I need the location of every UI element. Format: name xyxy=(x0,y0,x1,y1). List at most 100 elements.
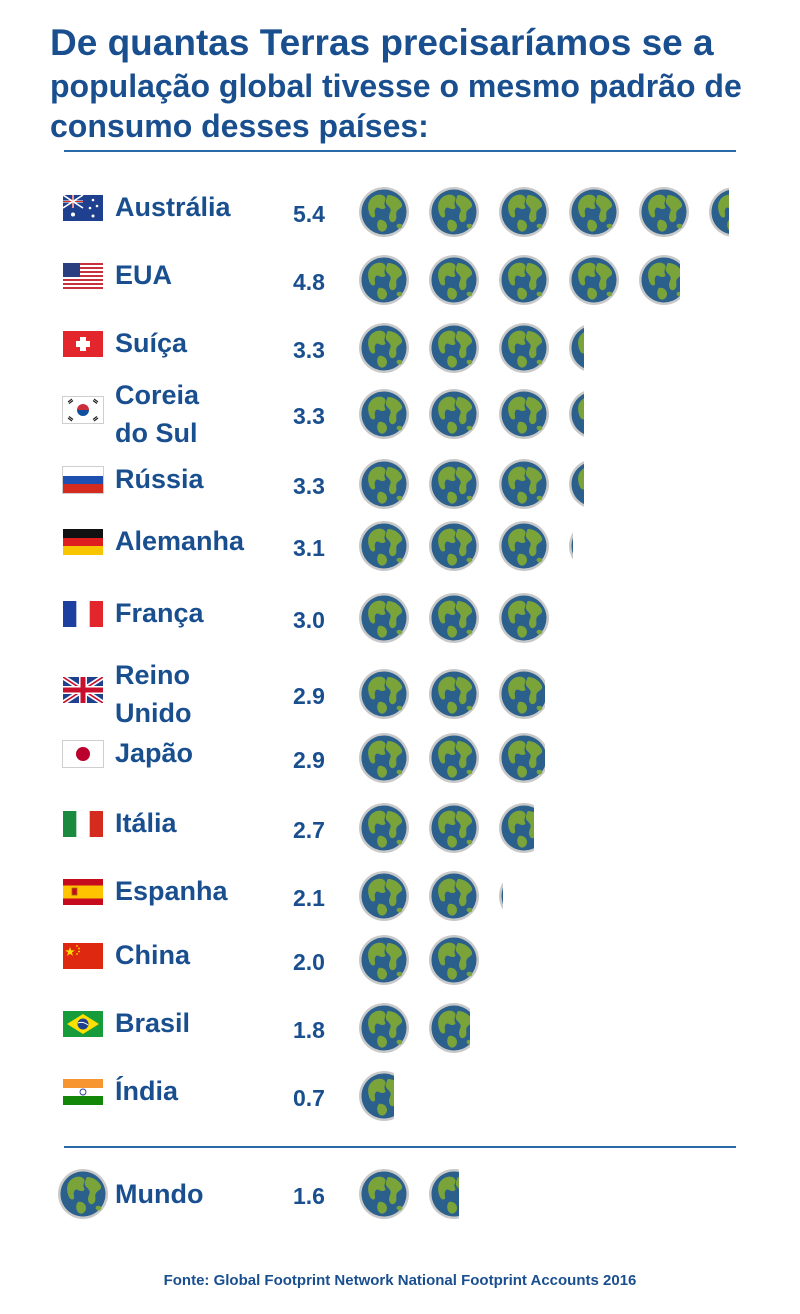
south-korea-flag-icon xyxy=(63,397,103,423)
globe-icon xyxy=(708,186,729,238)
value-label: 2.0 xyxy=(293,949,325,975)
value-label: 3.3 xyxy=(293,337,325,363)
globe-icon xyxy=(498,668,545,720)
brazil-flag-icon xyxy=(63,1011,103,1037)
country-label: França xyxy=(115,598,204,628)
globe-icon xyxy=(498,592,550,644)
value-label: 3.3 xyxy=(293,473,325,499)
japan-flag-icon xyxy=(63,741,103,767)
globe-icon xyxy=(568,458,584,510)
top-divider xyxy=(64,150,736,152)
globe-icon xyxy=(498,732,545,784)
globe-icon xyxy=(498,254,550,306)
globe-icon xyxy=(358,322,410,374)
globe-icon xyxy=(358,1002,410,1054)
globe-icon xyxy=(428,934,480,986)
globe-icon xyxy=(638,254,680,306)
globe-icon xyxy=(568,322,584,374)
globe-icon xyxy=(428,388,480,440)
value-label: 3.0 xyxy=(293,607,325,633)
value-label: 0.7 xyxy=(293,1085,325,1111)
globe-icon xyxy=(428,668,480,720)
country-label: Espanha xyxy=(115,876,228,906)
globe-icon xyxy=(428,1168,459,1220)
value-label: 2.9 xyxy=(293,683,325,709)
value-label: 1.8 xyxy=(293,1017,325,1043)
value-label: 2.1 xyxy=(293,885,325,911)
usa-flag-icon xyxy=(63,263,103,289)
france-flag-icon xyxy=(63,601,103,627)
globe-icon xyxy=(498,322,550,374)
country-label: Reino Unido xyxy=(115,656,225,732)
globe-icon xyxy=(358,870,410,922)
bottom-divider xyxy=(64,1146,736,1148)
uk-flag-icon xyxy=(63,677,103,703)
value-label: 2.7 xyxy=(293,817,325,843)
china-flag-icon xyxy=(63,943,103,969)
australia-flag-icon xyxy=(63,195,103,221)
globe-icon xyxy=(428,458,480,510)
globe-icon xyxy=(358,520,410,572)
country-label-line-2: do Sul xyxy=(115,418,198,448)
source-note: Fonte: Global Footprint Network National… xyxy=(163,1272,637,1289)
italy-flag-icon xyxy=(63,811,103,837)
globe-icon xyxy=(568,388,584,440)
country-label: Austrália xyxy=(115,192,231,222)
globe-icon xyxy=(498,388,550,440)
india-flag-icon xyxy=(63,1079,103,1105)
globe-icon xyxy=(638,186,690,238)
globe-icon xyxy=(498,458,550,510)
value-label: 3.3 xyxy=(293,403,325,429)
globe-icon xyxy=(358,802,410,854)
value-label: 1.6 xyxy=(293,1183,325,1209)
globe-icon xyxy=(358,668,410,720)
globe-icon xyxy=(358,732,410,784)
country-label: Brasil xyxy=(115,1008,191,1038)
globe-icon xyxy=(428,254,480,306)
globe-icon xyxy=(568,186,620,238)
russia-flag-icon xyxy=(63,467,103,493)
globe-icon xyxy=(428,732,480,784)
country-label: China xyxy=(115,940,191,970)
switzerland-flag-icon xyxy=(63,331,103,357)
globe-icon xyxy=(498,186,550,238)
title-line-1: De quantas Terras precisaríamos se a xyxy=(50,22,714,63)
globe-icon xyxy=(498,520,550,572)
globe-icon xyxy=(358,254,410,306)
country-label: Suíça xyxy=(115,328,188,358)
globe-icon xyxy=(428,1002,470,1054)
globe-icon xyxy=(358,458,410,510)
globe-icon xyxy=(358,1168,410,1220)
country-label-line-1: Coreia xyxy=(115,380,200,410)
country-label: Alemanha xyxy=(115,526,245,556)
globe-icon xyxy=(428,592,480,644)
globe-icon xyxy=(428,802,480,854)
globe-icon xyxy=(568,254,620,306)
country-label: Rússia xyxy=(115,464,204,494)
globe-icon xyxy=(428,870,480,922)
country-label: Itália xyxy=(115,808,177,838)
value-label: 5.4 xyxy=(293,201,325,227)
globe-icon xyxy=(498,870,503,922)
title-line-3: consumo desses países: xyxy=(50,108,429,144)
globe-icon xyxy=(428,520,480,572)
globe-icon xyxy=(358,388,410,440)
country-label: Mundo xyxy=(115,1179,204,1209)
country-label: Coreia do Sul xyxy=(115,376,225,452)
spain-flag-icon xyxy=(63,879,103,905)
globe-icon xyxy=(498,802,534,854)
globe-icon xyxy=(428,186,480,238)
globe-icon xyxy=(568,520,573,572)
globe-icon xyxy=(428,322,480,374)
country-label: EUA xyxy=(115,260,173,290)
germany-flag-icon xyxy=(63,529,103,555)
title-line-2: população global tivesse o mesmo padrão … xyxy=(50,68,742,104)
country-label-line-2: Unido xyxy=(115,698,192,728)
country-label: Índia xyxy=(115,1076,179,1106)
globe-icon xyxy=(358,934,410,986)
globe-icon xyxy=(57,1168,109,1220)
globe-icon xyxy=(358,592,410,644)
country-label: Japão xyxy=(115,738,194,768)
country-label-line-1: Reino xyxy=(115,660,191,690)
